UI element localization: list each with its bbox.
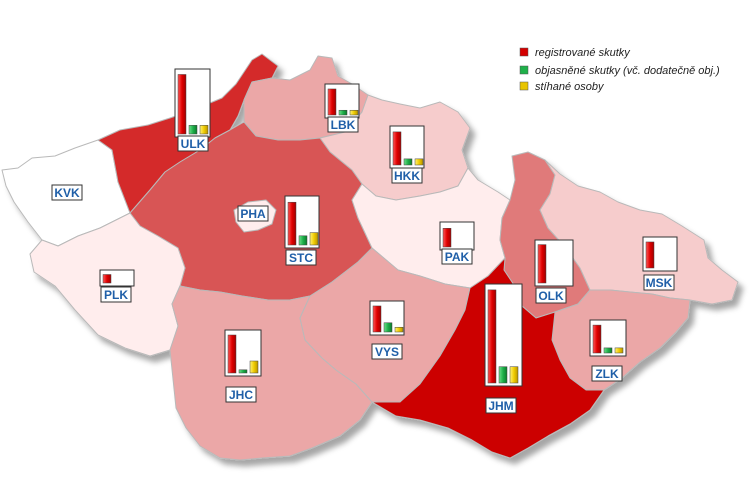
region-chart-olk[interactable]: OLK [534,239,574,304]
bar-solved [383,322,393,333]
bar-registered [487,289,497,384]
bar-registered [537,244,547,284]
bar-prosecuted [309,232,319,246]
bar-registered [287,201,297,246]
bar-registered [592,324,602,354]
bar-solved [298,235,308,246]
region-code-label: KVK [54,186,80,200]
bar-solved [603,347,613,354]
region-code-box [327,116,359,133]
region-code-box [225,386,257,403]
region-code-box [591,365,623,382]
bar-solved [238,369,248,374]
bar-registered [177,74,187,135]
region-code-label: OLK [538,289,564,303]
region-chart-jhm[interactable]: JHM [484,283,523,414]
legend-label: objasněné skutky (vč. dodatečně obj.) [535,65,720,77]
region-code-label: JHC [229,388,253,402]
region-msk[interactable] [539,159,739,305]
region-chart-hkk[interactable]: HKK [389,125,425,184]
region-code-box [51,184,83,201]
region-chart-pak[interactable]: PAK [439,221,475,265]
bar-registered [372,305,382,333]
bar-registered [645,241,655,269]
region-chart-msk[interactable]: MSK [642,236,678,291]
legend: registrované skutky objasněné skutky (vč.… [519,47,720,93]
region-code-box [391,167,423,184]
bar-registered [102,274,112,284]
region-code-label: STC [289,251,313,265]
region-charts: PHA STC JHC PLK KVK ULK LBK HKK PAK VYS JHM OLK ZLK M… [51,68,678,414]
region-code-box [485,397,517,414]
region-code-label: MSK [646,276,673,290]
region-chart-jhc[interactable]: JHC [224,329,262,403]
region-code-label: VYS [375,345,399,359]
region-code-label: LBK [331,118,356,132]
region-code-label: PHA [240,207,266,221]
bar-registered [442,228,452,248]
region-chart-kvk[interactable]: KVK [51,184,83,201]
region-code-box [177,135,209,152]
region-code-label: HKK [394,169,420,183]
region-chart-stc[interactable]: STC [284,195,320,266]
region-code-label: JHM [488,399,513,413]
czech-map [1,53,739,461]
legend-swatch [519,47,529,57]
legend-swatch [519,65,529,75]
bar-solved [498,366,508,384]
region-code-box [371,343,403,360]
region-chart-pha[interactable]: PHA [237,205,269,222]
bar-prosecuted [509,366,519,384]
legend-swatch [519,81,529,91]
region-code-label: ULK [181,137,206,151]
region-chart-vys[interactable]: VYS [369,300,405,360]
region-code-label: PLK [104,288,128,302]
region-chart-lbk[interactable]: LBK [324,83,360,133]
bar-registered [227,334,237,374]
region-chart-ulk[interactable]: ULK [174,68,211,152]
region-code-box [285,249,317,266]
region-code-box [441,248,473,265]
bar-solved [403,158,413,166]
bar-registered [327,88,337,116]
region-code-box [535,287,567,304]
region-code-box [100,286,132,303]
legend-label: stíhané osoby [535,81,605,93]
bar-prosecuted [349,109,359,116]
bar-prosecuted [414,158,424,166]
region-chart-plk[interactable]: PLK [99,269,135,303]
bar-prosecuted [394,326,404,333]
legend-label: registrované skutky [535,47,631,59]
bar-prosecuted [199,125,209,135]
bar-prosecuted [614,347,624,354]
region-chart-zlk[interactable]: ZLK [589,319,627,382]
region-code-label: PAK [445,250,470,264]
bar-prosecuted [249,360,259,374]
region-code-box [237,205,269,222]
bar-solved [338,109,348,116]
bar-solved [188,125,198,135]
bar-registered [392,131,402,166]
region-code-label: ZLK [595,367,619,381]
region-code-box [643,274,675,291]
